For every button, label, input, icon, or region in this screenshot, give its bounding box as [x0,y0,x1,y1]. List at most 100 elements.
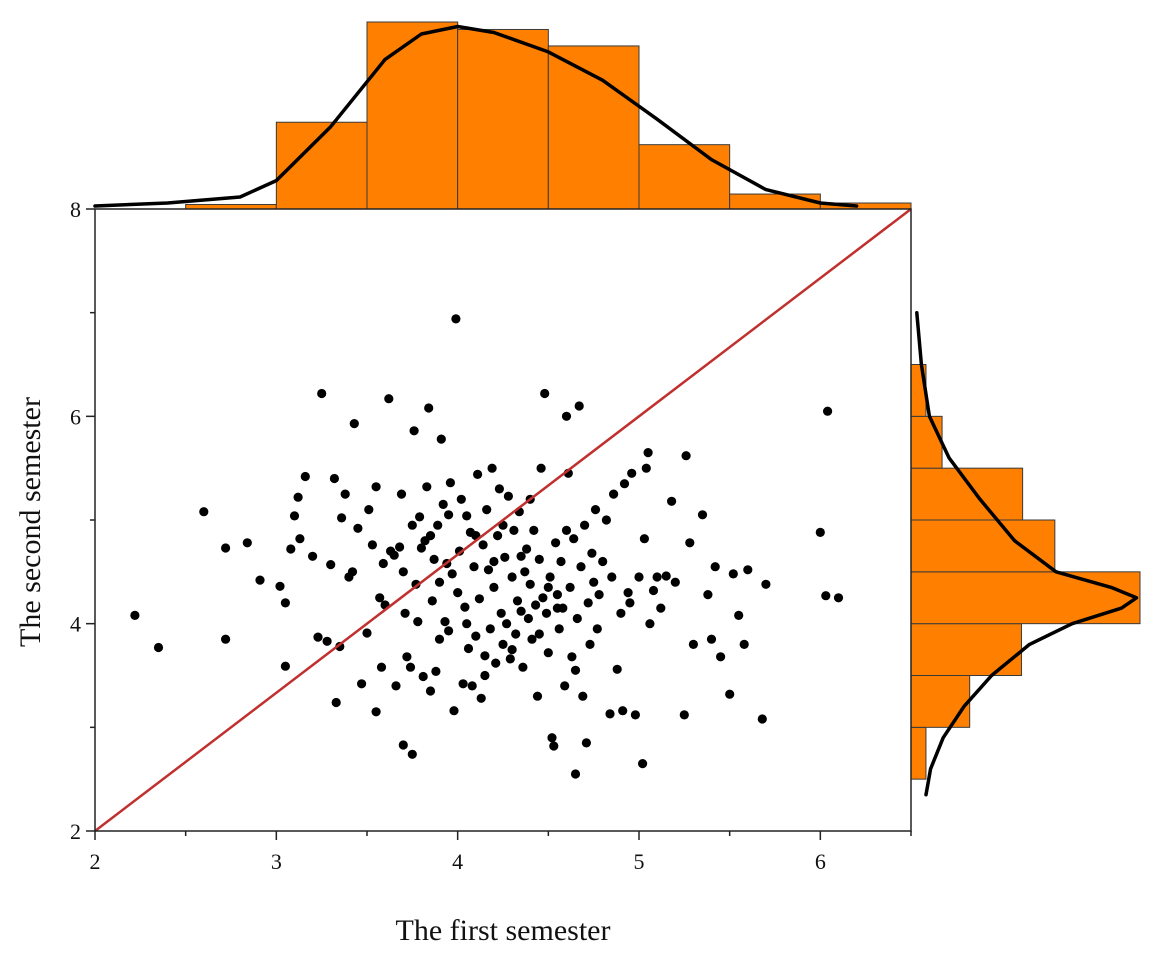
scatter-point [449,706,459,716]
scatter-point [815,527,825,538]
axis-tick-labels: 2 3 4 5 6 2 4 6 8 [70,197,826,874]
scatter-point [512,596,523,606]
top-marginal-histogram [93,21,912,210]
scatter-point [639,534,650,544]
scatter-point [293,492,303,502]
scatter-point [434,577,445,587]
scatter-point [625,598,635,608]
scatter-point [199,507,209,517]
scatter-point [473,469,483,479]
scatter-point [489,556,499,567]
scatter-point [444,510,454,520]
scatter-point [565,582,575,593]
scatter-point [661,571,671,581]
scatter-point [433,520,443,530]
scatter-point [538,593,548,603]
scatter-point [407,520,417,530]
scatter-points [130,314,844,779]
right-hist-bar-4 [910,519,1056,573]
scatter-point [710,562,720,572]
top-hist-bar-2 [366,21,459,210]
scatter-point [415,512,425,522]
scatter-point [545,572,555,582]
reference-diagonal-line [94,208,912,832]
scatter-point [444,626,454,636]
scatter-point [337,513,347,523]
scatter-point [549,741,559,751]
top-hist-bar-4 [547,45,640,210]
scatter-point [416,543,426,553]
scatter-point [340,489,350,499]
scatter-point [552,590,563,600]
scatter-point [478,540,488,550]
scatter-point [706,634,717,644]
scatter-point [580,520,590,530]
scatter-point [590,505,601,515]
scatter-point [534,554,544,565]
right-marginal-histogram [910,310,1141,797]
scatter-point [398,567,408,577]
scatter-point [648,585,659,596]
scatter-point [598,556,608,567]
scatter-point [667,496,677,506]
scatter-point [572,613,582,624]
scatter-point [607,572,617,582]
scatter-point [480,651,490,661]
scatter-point [280,661,290,671]
scatter-point [427,596,437,606]
scatter-point [286,544,296,554]
scatter-point [540,388,550,399]
scatter-point [438,499,448,509]
x-axis-title: The first semester [396,914,611,947]
y-axis-title: The second semester [14,397,47,647]
scatter-point [529,525,539,536]
scatter-point [313,632,323,642]
scatter-point [384,394,394,404]
scatter-point [581,738,592,748]
scatter-point [567,652,577,662]
scatter-point [221,634,231,644]
scatter-point [402,652,412,662]
scatter-point [493,531,503,541]
scatter-point [503,491,513,501]
scatter-point [543,648,553,658]
scatter-point [496,608,506,618]
scatter-point [498,639,508,650]
scatter-point [491,658,501,668]
scatter-point [331,697,341,708]
scatter-point [400,608,410,618]
top-density-curve [93,24,859,208]
scatter-point [295,534,305,544]
scatter-point [424,403,434,413]
scatter-point [445,478,455,488]
scatter-point [398,740,408,750]
top-hist-bar-3 [457,28,549,210]
scatter-point [527,634,537,644]
scatter-point [429,554,439,565]
scatter-point [520,567,530,577]
y-tick-label: 6 [70,404,81,429]
scatter-point [734,610,744,621]
scatter-point [480,670,490,681]
scatter-point [308,551,318,561]
scatter-point [300,471,310,482]
scatter-point [583,598,593,608]
scatter-point [405,662,416,672]
scatter-point [371,482,381,492]
scatter-point [447,569,457,579]
right-hist-bar-0 [910,726,927,780]
scatter-point [574,401,584,411]
scatter-point [670,577,680,587]
scatter-point [460,602,470,612]
right-density-curve [915,310,1139,797]
scatter-point [487,463,497,473]
scatter-point [418,671,428,682]
scatter-point [609,489,619,499]
top-hist-bar-6 [729,193,821,210]
scatter-point [518,662,528,672]
scatter-point [389,550,399,560]
scatter-point [551,538,561,548]
scatter-point [329,473,339,484]
y-tick-label: 2 [70,819,81,844]
